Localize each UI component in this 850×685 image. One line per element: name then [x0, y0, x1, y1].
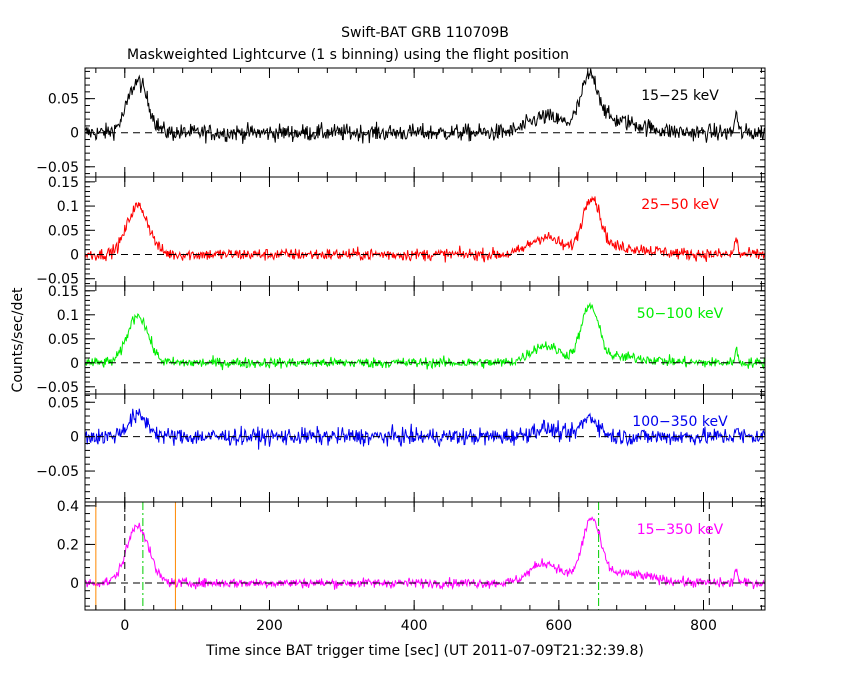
- y-tick-label: 0: [70, 576, 79, 592]
- y-tick-label: −0.05: [36, 272, 79, 288]
- y-tick-label: 0: [70, 248, 79, 264]
- y-tick-label: −0.05: [36, 160, 79, 176]
- y-tick-label: 0: [70, 356, 79, 372]
- y-tick-label: 0.1: [57, 308, 79, 324]
- x-axis-label: Time since BAT trigger time [sec] (UT 20…: [205, 643, 644, 659]
- y-tick-label: 0.05: [48, 223, 79, 239]
- y-tick-label: 0.15: [48, 175, 79, 191]
- y-tick-label: 0.15: [48, 284, 79, 300]
- y-tick-label: −0.05: [36, 380, 79, 396]
- lightcurve-series-15-25-kev: [85, 68, 765, 144]
- x-tick-label: 0: [120, 618, 129, 634]
- panel-frame: [84, 501, 766, 611]
- band-label: 100−350 keV: [632, 414, 728, 430]
- y-tick-label: 0: [70, 126, 79, 142]
- y-tick-label: 0.05: [48, 332, 79, 348]
- chart-title: Swift-BAT GRB 110709B: [341, 25, 509, 41]
- panel-frame: [84, 285, 766, 395]
- y-tick-label: 0.05: [48, 92, 79, 108]
- chart-subtitle: Maskweighted Lightcurve (1 s binning) us…: [127, 47, 569, 63]
- x-tick-label: 400: [401, 618, 428, 634]
- y-axis-label: Counts/sec/det: [10, 287, 26, 392]
- band-label: 15−25 keV: [641, 88, 719, 104]
- panel-frame: [84, 393, 766, 503]
- x-tick-label: 800: [690, 618, 717, 634]
- band-label: 25−50 keV: [641, 197, 719, 213]
- y-tick-label: 0.1: [57, 199, 79, 215]
- panel-frame: [84, 67, 766, 178]
- y-tick-label: −0.05: [36, 464, 79, 480]
- y-tick-label: 0.4: [57, 499, 79, 515]
- y-tick-label: 0.2: [57, 537, 79, 553]
- panels-group: −0.05 0 0.05 15−25 keV −0.05 0 0.05 0.1 0.15 25−5…: [36, 67, 766, 634]
- y-tick-label: 0: [70, 430, 79, 446]
- panel-frame: [84, 176, 766, 287]
- band-label: 15−350 keV: [637, 522, 724, 538]
- x-tick-label: 600: [545, 618, 572, 634]
- y-tick-label: 0.05: [48, 395, 79, 411]
- band-label: 50−100 keV: [637, 306, 724, 322]
- x-tick-label: 200: [256, 618, 283, 634]
- lightcurve-series-50-100-kev: [85, 301, 765, 371]
